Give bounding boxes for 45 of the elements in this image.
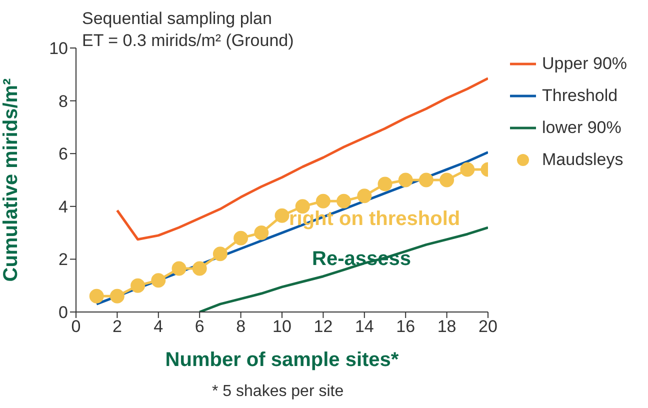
legend-label: Threshold: [542, 86, 618, 106]
point: [254, 226, 269, 240]
x-tick-label: 12: [314, 317, 333, 336]
point: [110, 288, 124, 304]
y-tick-label: 4: [58, 197, 68, 216]
y-tick-label: 8: [58, 92, 68, 111]
point: [192, 261, 207, 276]
x-tick-label: 18: [437, 317, 456, 336]
point: [234, 230, 248, 246]
legend-label: Maudsleys: [542, 150, 624, 170]
point: [316, 194, 330, 208]
text: * 5 shakes per site: [212, 383, 344, 401]
point: [357, 188, 372, 204]
point: [378, 176, 392, 192]
chart-subtitle: ET = 0.3 mirids/m² (Ground): [82, 30, 294, 52]
x-tick-label: 0: [71, 317, 81, 336]
y-tick-label: 0: [58, 303, 68, 322]
point: [440, 172, 454, 188]
point: [89, 288, 104, 304]
chart-title: Sequential sampling plan: [82, 8, 273, 30]
x-tick-label: 16: [396, 317, 416, 336]
legend-label: lower 90%: [542, 118, 622, 138]
point: [130, 278, 146, 293]
point: [172, 261, 186, 276]
legend-label: Upper 90%: [542, 54, 628, 74]
y-tick-label: 2: [58, 250, 68, 270]
y-tick-label: 10: [49, 39, 68, 58]
line-series: [116, 77, 488, 241]
point: [398, 172, 413, 188]
x-tick-label: 2: [112, 317, 122, 336]
point: [336, 194, 352, 208]
point: [151, 273, 166, 288]
point: [418, 172, 434, 188]
x-tick-label: 4: [154, 317, 164, 336]
x-tick-label: 14: [354, 317, 374, 336]
y-axis-title: Cumulative mirids/m²: [0, 78, 22, 282]
x-tick-label: 20: [478, 317, 498, 336]
x-tick-label: 6: [194, 317, 204, 336]
x-tick-label: 10: [272, 317, 292, 336]
point: [274, 208, 290, 223]
x-tick-label: 8: [236, 317, 246, 336]
y-tick-label: 6: [58, 144, 68, 164]
point: [212, 246, 228, 262]
x-axis-title: Number of sample sites*: [165, 349, 399, 371]
point: [460, 162, 475, 177]
